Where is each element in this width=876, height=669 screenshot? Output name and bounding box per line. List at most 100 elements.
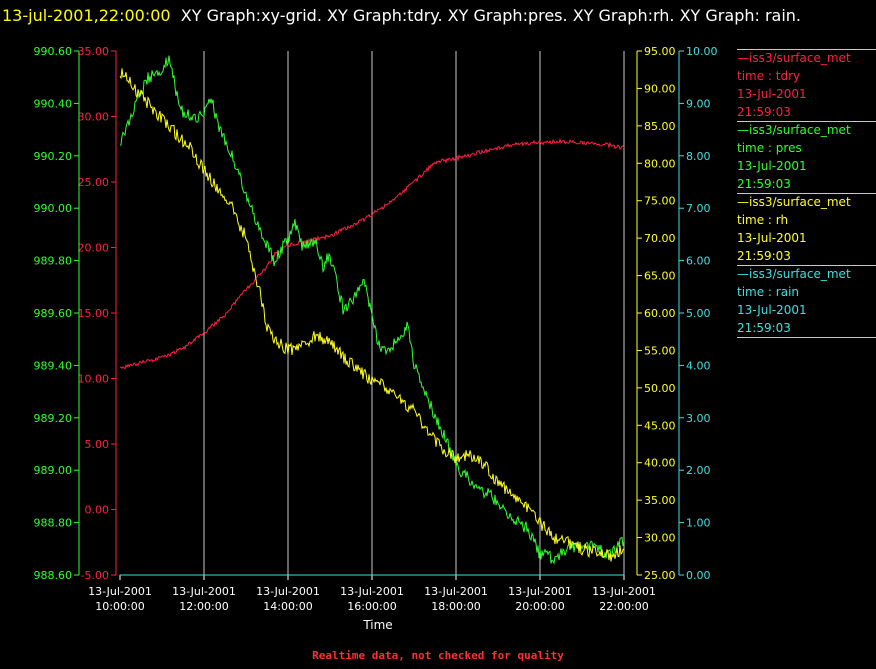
x-tick-date: 13-Jul-2001 [172,585,236,598]
x-tick-date: 13-Jul-2001 [340,585,404,598]
rain-tick-label: 6.00 [686,255,711,268]
x-tick-label: 13-Jul-2001 14:00:00 [256,585,320,613]
pres-tick-label: 990.00 [34,202,73,215]
legend-line: —iss3/surface_met [737,51,851,65]
legend-line: 13-Jul-2001 [737,231,807,245]
legend-line: 21:59:03 [737,249,791,263]
rain-tick-label: 0.00 [686,569,711,582]
legend-line: 13-Jul-2001 [737,87,807,101]
legend-line: —iss3/surface_met [737,123,851,137]
window-title: 13-jul-2001,22:00:00 XY Graph:xy-grid. X… [2,2,872,29]
rain-tick-label: 4.00 [686,359,711,372]
x-tick-date: 13-Jul-2001 [88,585,152,598]
rh-tick-label: 85.00 [644,120,676,133]
x-tick-label: 13-Jul-2001 12:00:00 [172,585,236,613]
legend-line: —iss3/surface_met [737,267,851,281]
tdry-tick-label: 30.00 [78,111,110,124]
pres-tick-label: 989.60 [34,307,73,320]
x-tick-time: 14:00:00 [263,600,312,613]
x-axis-label: Time [362,618,392,632]
rh-tick-label: 75.00 [644,195,676,208]
rh-tick-label: 45.00 [644,419,676,432]
rain-tick-label: 7.00 [686,202,711,215]
rh-tick-label: 95.00 [644,45,676,58]
tdry-tick-label: 15.00 [78,307,110,320]
pres-tick-label: 989.20 [34,412,73,425]
pres-tick-label: 988.60 [34,569,73,582]
rain-tick-label: 5.00 [686,307,711,320]
rh-tick-label: 30.00 [644,532,676,545]
series-layer [119,55,625,576]
pres-tick-label: 989.40 [34,359,73,372]
tdry-tick-label: 20.00 [78,242,110,255]
legend-line: —iss3/surface_met [737,195,851,209]
rh-tick-label: 70.00 [644,232,676,245]
legend-line: 13-Jul-2001 [737,303,807,317]
rain-tick-label: 1.00 [686,517,711,530]
quality-note: Realtime data, not checked for quality [312,649,564,662]
legend-line: time : rh [737,213,789,227]
rh-tick-label: 80.00 [644,157,676,170]
x-tick-label: 13-Jul-2001 18:00:00 [424,585,488,613]
x-tick-date: 13-Jul-2001 [424,585,488,598]
rain-tick-label: 3.00 [686,412,711,425]
legend-line: time : tdry [737,69,801,83]
legend-divider [737,193,876,194]
x-tick-date: 13-Jul-2001 [592,585,656,598]
tdry-tick-label: 25.00 [78,176,110,189]
rain-tick-label: 2.00 [686,464,711,477]
x-tick-time: 20:00:00 [515,600,564,613]
tdry-tick-label: 35.00 [78,45,110,58]
grid-layer [203,51,625,575]
legend-line: 21:59:03 [737,177,791,191]
x-tick-label: 13-Jul-2001 22:00:00 [592,585,656,613]
x-tick-time: 22:00:00 [599,600,648,613]
rh-tick-label: 55.00 [644,344,676,357]
pres-tick-label: 989.80 [34,255,73,268]
tdry-tick-label: -5.00 [81,569,109,582]
legend-divider [737,265,876,266]
rh-tick-label: 65.00 [644,270,676,283]
x-tick-label: 13-Jul-2001 20:00:00 [508,585,572,613]
rain-tick-label: 10.00 [686,45,718,58]
rh-tick-label: 25.00 [644,569,676,582]
x-tick-time: 16:00:00 [347,600,396,613]
pres-tick-label: 990.20 [34,150,73,163]
tdry-tick-label: 10.00 [78,373,110,386]
x-tick-label: 13-Jul-2001 10:00:00 [88,585,152,613]
series-line-tdry [119,137,625,370]
rh-tick-label: 90.00 [644,82,676,95]
x-tick-date: 13-Jul-2001 [508,585,572,598]
pres-tick-label: 990.40 [34,97,73,110]
legend-line: time : pres [737,141,802,155]
rh-tick-label: 40.00 [644,457,676,470]
x-tick-time: 18:00:00 [431,600,480,613]
tdry-tick-label: 5.00 [85,438,110,451]
rh-tick-label: 50.00 [644,382,676,395]
legend-divider [737,49,876,50]
pres-tick-label: 990.60 [34,45,73,58]
x-tick-time: 10:00:00 [95,600,144,613]
rain-tick-label: 9.00 [686,97,711,110]
rh-tick-label: 35.00 [644,494,676,507]
legend-line: time : rain [737,285,800,299]
rain-tick-label: 8.00 [686,150,711,163]
legend-line: 21:59:03 [737,105,791,119]
title-text: XY Graph:xy-grid. XY Graph:tdry. XY Grap… [180,6,802,25]
tdry-tick-label: 0.00 [85,504,110,517]
x-tick-date: 13-Jul-2001 [256,585,320,598]
series-line-pres [119,55,625,565]
title-date: 13-jul-2001,22:00:00 [2,6,171,25]
series-line-rh [119,68,625,562]
legend-line: 13-Jul-2001 [737,159,807,173]
x-tick-label: 13-Jul-2001 16:00:00 [340,585,404,613]
pres-tick-label: 988.80 [34,517,73,530]
x-tick-time: 12:00:00 [179,600,228,613]
legend-line: 21:59:03 [737,321,791,335]
